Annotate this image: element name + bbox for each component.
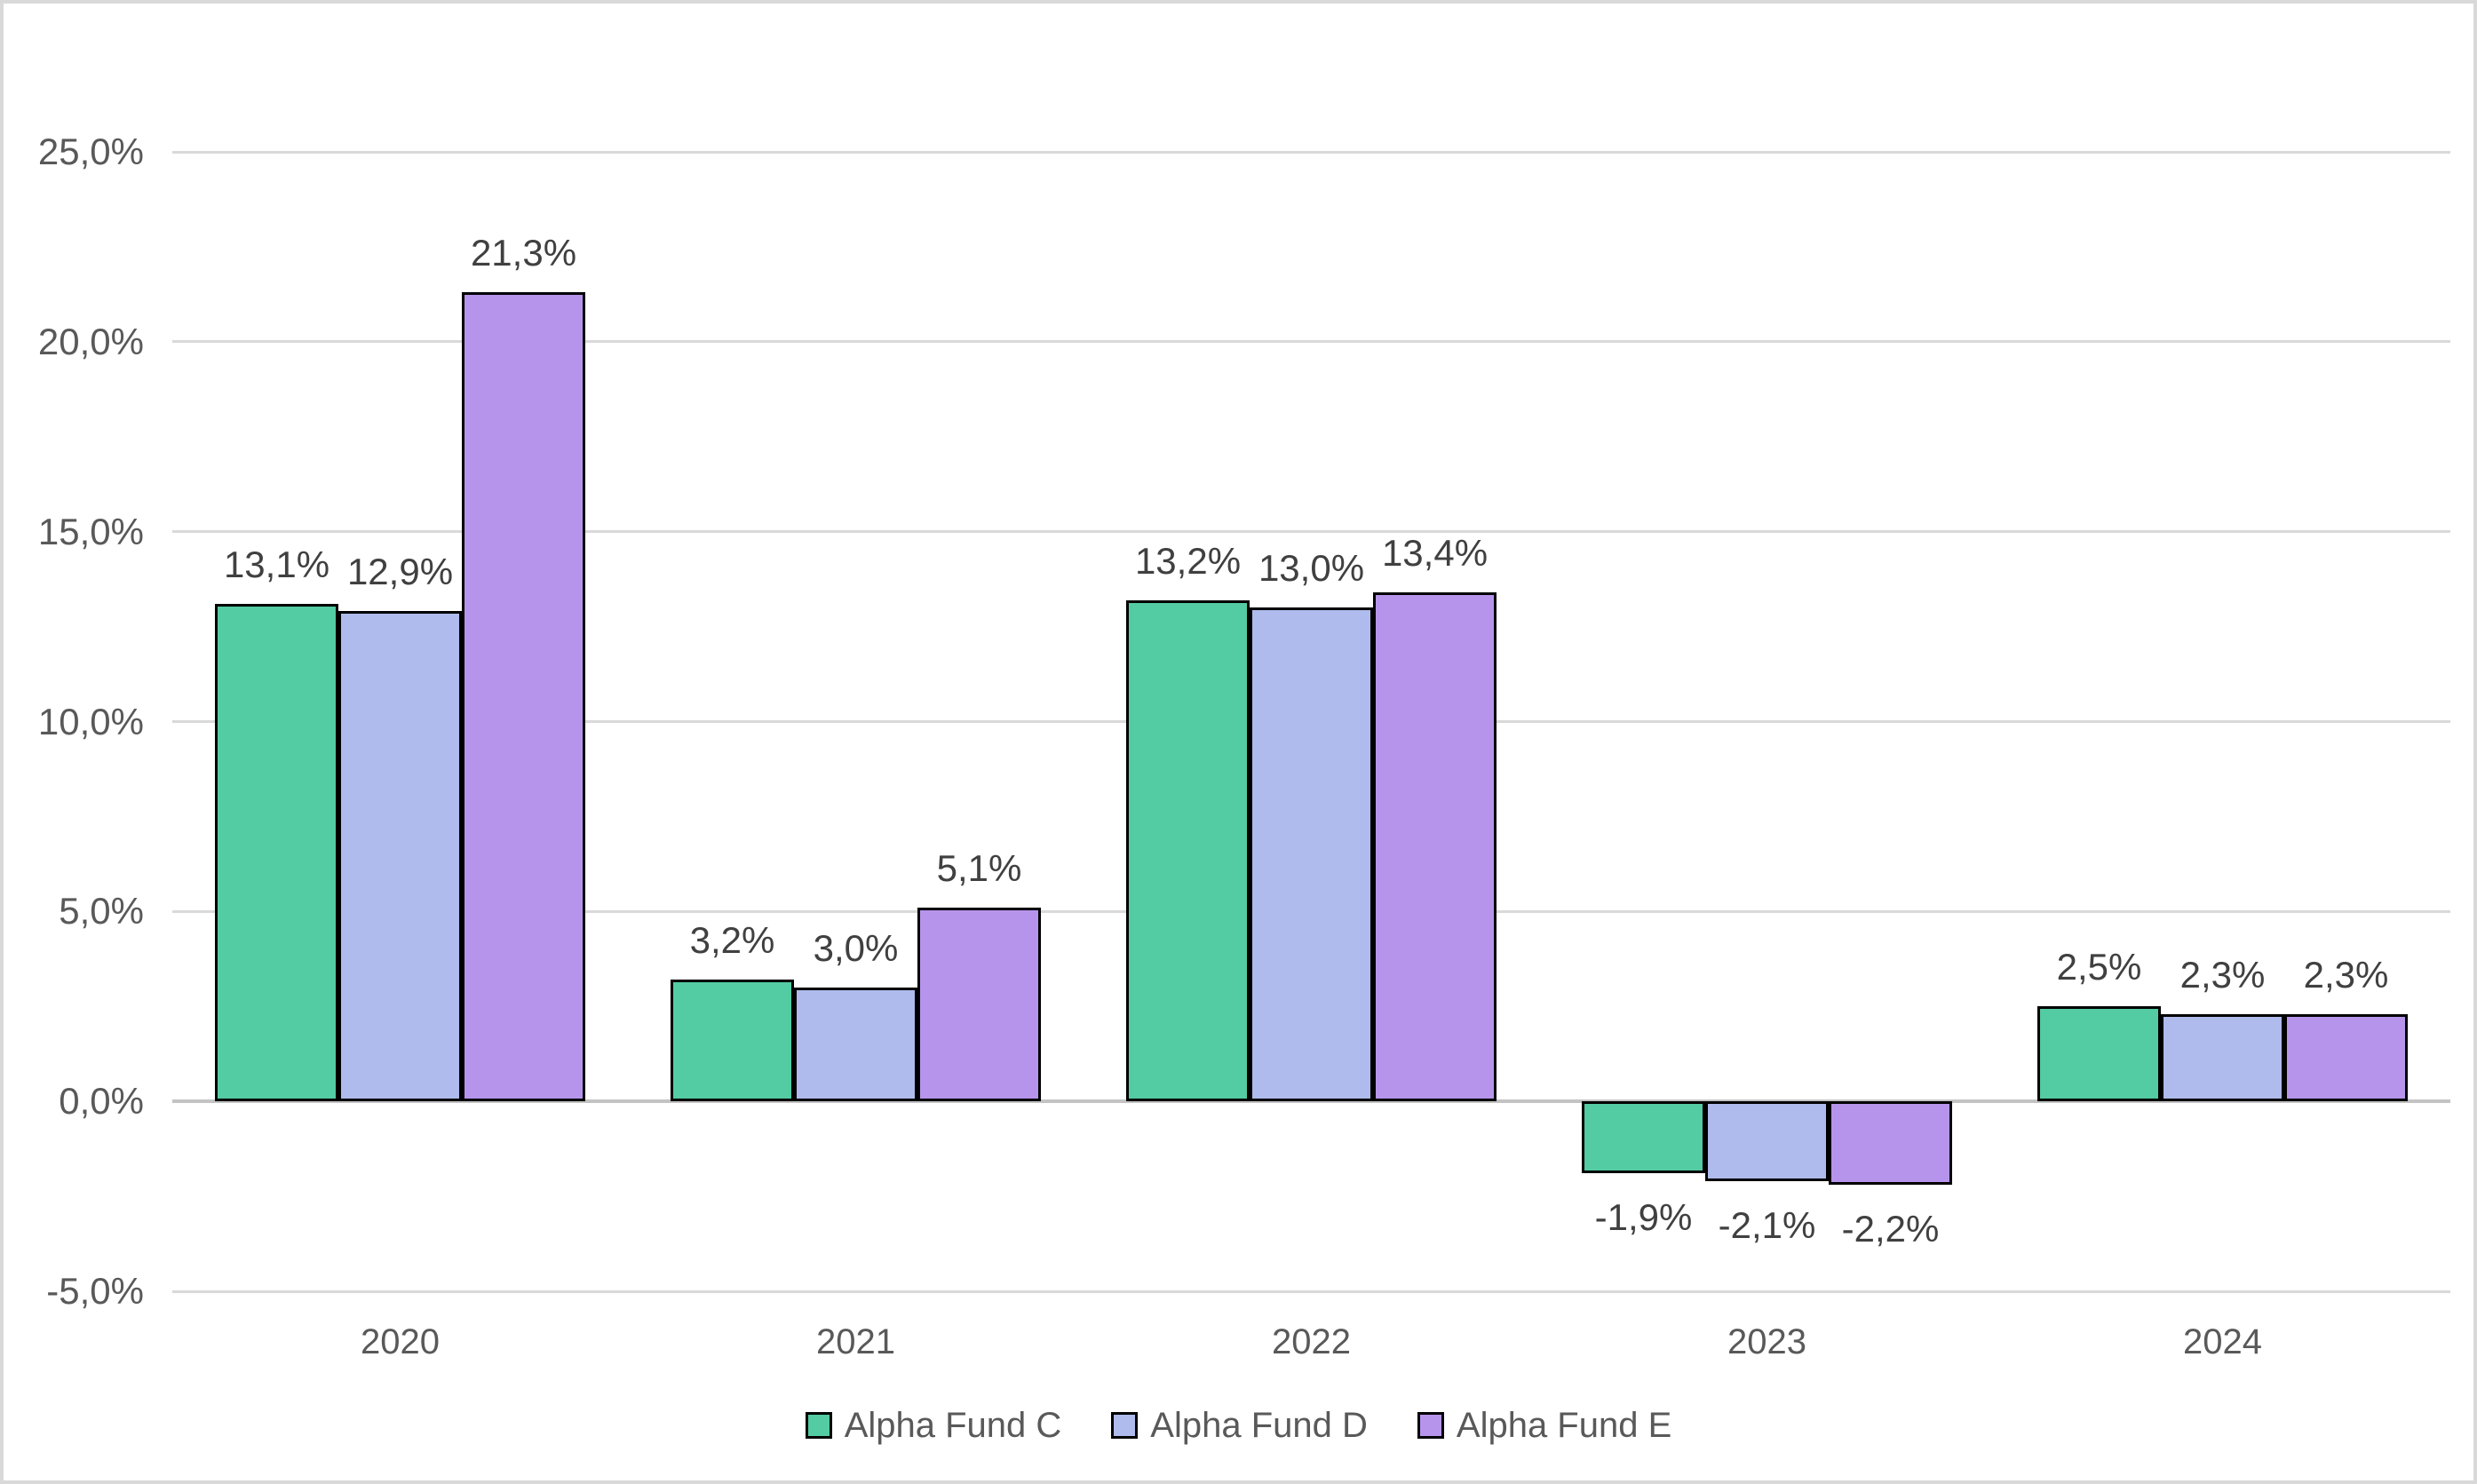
plot-area: 13,1% 12,9% 21,3% 3,2% 3,0% 5,1% 13,2% 13,0% 13,… [172, 150, 2450, 1293]
x-axis-label-2020: 2020 [361, 1322, 440, 1361]
bar-alpha-fund-c-2022 [1126, 599, 1250, 1102]
bar-alpha-fund-e-2020 [462, 292, 585, 1102]
bar-value-label: 21,3% [470, 232, 577, 274]
x-axis-label-2024: 2024 [2183, 1322, 2262, 1361]
bar-value-label: 12,9% [346, 551, 454, 593]
bar-alpha-fund-e-2023 [1829, 1101, 1952, 1186]
bar-value-label: -2,1% [1718, 1203, 1816, 1246]
bar-value-label: 2,3% [2179, 953, 2266, 996]
y-axis-tick-label: 0,0% [59, 1080, 144, 1123]
bar-alpha-fund-c-2023 [1582, 1101, 1705, 1174]
bar-value-label: 13,0% [1258, 547, 1365, 590]
y-axis-tick-label: 15,0% [37, 510, 144, 552]
bar-value-label: 2,5% [2056, 946, 2142, 988]
y-axis-tick-label: 20,0% [37, 320, 144, 362]
legend-label: Alpha Fund E [1456, 1406, 1672, 1445]
gridline [172, 150, 2450, 154]
bar-value-label: 2,3% [2303, 953, 2389, 996]
bar-value-label: 13,2% [1134, 539, 1242, 582]
y-axis-tick-label: -5,0% [46, 1270, 144, 1312]
legend-item-alpha-fund-e: Alpha Fund E [1417, 1405, 1671, 1446]
x-axis-label-2022: 2022 [1272, 1322, 1351, 1361]
legend-item-alpha-fund-c: Alpha Fund C [805, 1405, 1062, 1446]
legend-swatch-alpha-fund-e [1417, 1412, 1444, 1439]
y-axis-tick-label: 10,0% [37, 700, 144, 742]
bar-value-label: 13,4% [1381, 532, 1489, 575]
bar-value-label: -1,9% [1594, 1196, 1693, 1239]
bar-alpha-fund-d-2021 [794, 987, 917, 1102]
zero-axis-line [172, 1099, 2450, 1104]
legend-label: Alpha Fund D [1150, 1406, 1368, 1445]
bar-value-label: -2,2% [1841, 1208, 1940, 1250]
bar-alpha-fund-e-2022 [1373, 592, 1497, 1102]
bar-alpha-fund-d-2022 [1250, 607, 1373, 1102]
legend: Alpha Fund C Alpha Fund D Alpha Fund E [4, 1405, 2473, 1446]
y-axis-tick-label: 25,0% [37, 131, 144, 172]
bar-value-label: 3,2% [689, 919, 775, 962]
bar-value-label: 5,1% [936, 847, 1022, 890]
bar-alpha-fund-e-2024 [2284, 1013, 2408, 1102]
bar-alpha-fund-c-2020 [215, 603, 338, 1102]
legend-label: Alpha Fund C [844, 1406, 1062, 1445]
y-axis-tick-label: 5,0% [59, 890, 144, 932]
gridline [172, 530, 2450, 534]
bar-alpha-fund-d-2020 [338, 611, 462, 1102]
bar-alpha-fund-d-2023 [1705, 1101, 1829, 1181]
bar-alpha-fund-c-2021 [671, 980, 794, 1102]
x-axis-label-2021: 2021 [816, 1322, 895, 1361]
legend-swatch-alpha-fund-c [805, 1412, 832, 1439]
bar-alpha-fund-c-2024 [2037, 1006, 2161, 1102]
bar-alpha-fund-e-2021 [917, 908, 1041, 1102]
gridline [172, 340, 2450, 344]
legend-swatch-alpha-fund-d [1111, 1412, 1139, 1439]
legend-item-alpha-fund-d: Alpha Fund D [1111, 1405, 1368, 1446]
gridline [172, 1290, 2450, 1293]
bar-alpha-fund-d-2024 [2161, 1013, 2284, 1102]
bar-value-label: 3,0% [813, 926, 899, 969]
x-axis-label-2023: 2023 [1727, 1322, 1806, 1361]
bar-value-label: 13,1% [223, 543, 330, 585]
